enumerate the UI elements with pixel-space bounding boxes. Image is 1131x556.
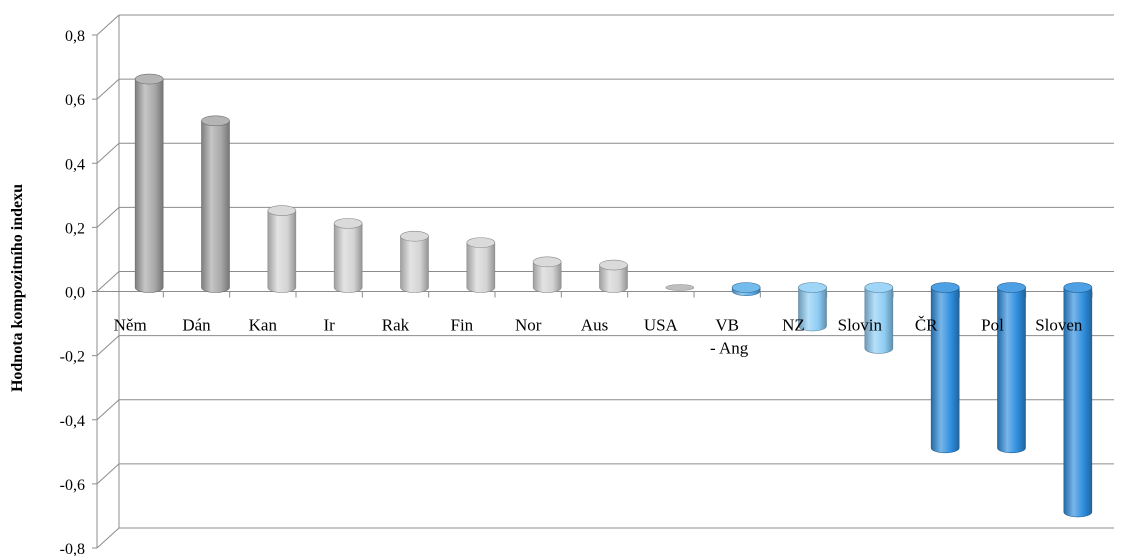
y-tick-label: -0,6 (60, 477, 85, 494)
bar-cap (466, 237, 496, 248)
x-tick-label: Pol (981, 316, 1004, 335)
y-axis: 0,8 0,6 0,4 0,2 0,0 -0,2 -0,4 -0,6 -0,8 (60, 28, 1093, 556)
y-tick-label: 0,8 (65, 28, 85, 45)
bar-body (1063, 287, 1093, 518)
x-tick-label: Kan (249, 316, 278, 335)
x-tick-label: Ir (324, 316, 336, 335)
gridline-depth (96, 142, 120, 164)
bar-flat (665, 284, 695, 291)
bar (665, 284, 695, 291)
x-tick-label: ČR (915, 316, 938, 335)
y-tick-label: 0,4 (65, 156, 85, 173)
bar-body (333, 223, 363, 293)
y-tick-label: -0,8 (60, 541, 85, 556)
bar (731, 282, 761, 296)
category-labels: Něm Dán Kan Ir Rak Fin Nor Aus USA VB - Ang NZ Slovi… (114, 316, 1083, 358)
gridline-depth (96, 463, 120, 485)
gridline-depth (96, 335, 120, 356)
bar-body (997, 287, 1026, 454)
bar (1063, 282, 1093, 518)
x-tick-label: Slovin (838, 316, 883, 335)
y-tick-label: -0,4 (60, 413, 85, 430)
gridline-depth (96, 271, 120, 292)
bar-cap (134, 73, 164, 85)
bar-cap (400, 230, 429, 242)
bar-cap (930, 282, 960, 293)
x-tick-label: Rak (382, 316, 410, 335)
bar (134, 73, 164, 293)
bar-cap (599, 259, 628, 271)
y-axis-title: Hodnota kompozitního indexu (9, 184, 26, 392)
x-tick-label: Něm (114, 316, 147, 335)
bar-body (201, 120, 230, 293)
bar-cap (201, 115, 230, 127)
bar (267, 205, 297, 293)
bar-body (798, 287, 827, 332)
bar (466, 237, 496, 293)
bar-body (532, 261, 562, 293)
bar (864, 282, 894, 354)
bar-body (930, 287, 960, 454)
bar (532, 256, 562, 293)
y-tick-label: -0,2 (60, 349, 85, 366)
bar-body (267, 210, 297, 293)
x-tick-label: NZ (782, 316, 805, 335)
bar (201, 115, 230, 293)
bar-body (599, 264, 628, 293)
gridline-depth (96, 399, 120, 421)
bar-body (864, 287, 894, 354)
x-tick-label: VB (715, 316, 739, 335)
x-tick-label: Nor (515, 316, 542, 335)
bar (400, 230, 429, 293)
bar-cap (731, 282, 761, 293)
bars (134, 73, 1093, 518)
x-tick-label: - Ang (710, 339, 749, 358)
bar-cap (798, 282, 827, 293)
x-tick-label: Dán (182, 316, 211, 335)
bar (997, 282, 1026, 454)
x-tick-label: Aus (581, 316, 608, 335)
bar-body (134, 78, 164, 293)
y-tick-label: 0,0 (65, 285, 85, 302)
bar-cap (333, 218, 363, 229)
bar-cap (1063, 282, 1093, 293)
bar (798, 282, 827, 332)
bar (599, 259, 628, 293)
x-tick-label: USA (644, 316, 679, 335)
bar-cap (267, 205, 297, 216)
gridline-depth (96, 78, 120, 100)
gridline-depth (96, 207, 120, 228)
gridline-depth (96, 14, 120, 36)
bar (930, 282, 960, 454)
gridline-depth (96, 527, 120, 549)
x-tick-label: Sloven (1035, 316, 1083, 335)
y-tick-label: 0,6 (65, 92, 85, 109)
bar-cap (532, 256, 562, 268)
y-tick-label: 0,2 (65, 220, 85, 237)
bar (333, 218, 363, 293)
bar-cap (864, 282, 894, 293)
bar-cap (997, 282, 1026, 293)
bar-body (466, 242, 496, 293)
bar-body (400, 235, 429, 293)
x-tick-label: Fin (450, 316, 473, 335)
